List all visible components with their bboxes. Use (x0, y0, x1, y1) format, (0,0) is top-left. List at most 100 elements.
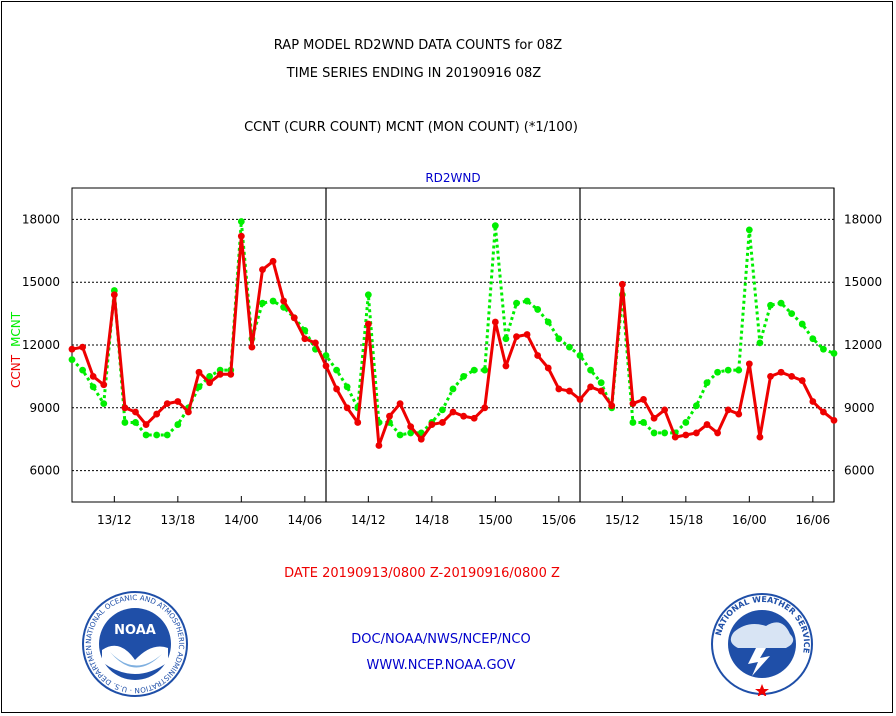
point-mcnt (661, 429, 669, 437)
y-axis-label-ccnt: CCNT (9, 354, 23, 388)
point-mcnt (597, 379, 605, 387)
point-ccnt (587, 383, 594, 391)
x-tick-label: 13/18 (161, 513, 196, 527)
point-mcnt (798, 320, 806, 328)
nws-star-icon (755, 684, 769, 696)
point-mcnt (693, 402, 700, 410)
point-ccnt (407, 423, 415, 431)
point-mcnt (439, 406, 446, 414)
point-mcnt (534, 306, 542, 313)
point-ccnt (364, 320, 372, 328)
point-ccnt (68, 345, 76, 353)
point-ccnt (682, 431, 690, 439)
point-ccnt (640, 396, 647, 403)
y-tick-label-right: 15000 (844, 275, 882, 289)
y-tick-label-right: 9000 (844, 401, 875, 415)
x-tick-label: 15/00 (478, 513, 513, 527)
point-mcnt (566, 343, 573, 351)
point-ccnt (110, 291, 118, 299)
point-ccnt (671, 433, 679, 441)
point-mcnt (470, 366, 478, 374)
point-mcnt (206, 373, 213, 380)
point-mcnt (79, 366, 86, 374)
point-ccnt (566, 387, 573, 395)
point-ccnt (502, 362, 510, 370)
point-ccnt (460, 412, 467, 420)
point-ccnt (703, 421, 711, 428)
x-tick-label: 14/12 (351, 513, 386, 527)
nws-logo: NATIONAL WEATHER SERVICE (711, 593, 813, 696)
point-ccnt (491, 318, 499, 326)
point-mcnt (237, 218, 245, 225)
point-ccnt (608, 402, 616, 410)
point-ccnt (343, 404, 351, 412)
noaa-seagull-icon (102, 645, 168, 674)
y-tick-label-left: 9000 (29, 401, 60, 415)
point-mcnt (460, 373, 467, 380)
point-ccnt (470, 414, 478, 422)
point-mcnt (767, 301, 774, 309)
point-ccnt (767, 373, 774, 380)
point-ccnt (597, 387, 605, 395)
point-ccnt (756, 433, 764, 441)
point-ccnt (576, 396, 584, 403)
chart-area: 6000 6000 9000 9000 12000 12000 15000 15000 1800… (9, 171, 882, 527)
x-tick-label: 14/18 (415, 513, 450, 527)
point-mcnt (343, 383, 351, 391)
point-ccnt (788, 373, 796, 380)
point-ccnt (428, 421, 436, 428)
point-mcnt (714, 368, 721, 376)
point-ccnt (449, 408, 457, 416)
point-ccnt (79, 343, 86, 351)
point-ccnt (481, 404, 489, 412)
point-ccnt (439, 419, 446, 426)
point-mcnt (132, 419, 139, 426)
y-tick-label-right: 6000 (844, 464, 875, 478)
point-mcnt (269, 297, 277, 305)
y-tick-label-left: 6000 (29, 464, 60, 478)
point-mcnt (153, 431, 161, 439)
point-mcnt (121, 419, 129, 426)
point-mcnt (629, 419, 637, 426)
point-ccnt (174, 398, 182, 405)
x-tick-label: 15/12 (605, 513, 640, 527)
point-ccnt (121, 404, 129, 412)
point-ccnt (724, 406, 732, 414)
point-mcnt (555, 335, 563, 343)
point-ccnt (375, 442, 383, 449)
y-tick-label-right: 12000 (844, 338, 882, 352)
point-ccnt (322, 362, 330, 370)
noaa-logo: NATIONAL OCEANIC AND ATMOSPHERIC ADMINIS… (80, 590, 188, 697)
point-ccnt (354, 419, 362, 426)
plot-title: RD2WND (425, 171, 480, 185)
y-tick-label-right: 18000 (844, 212, 882, 226)
point-ccnt (777, 368, 785, 376)
point-ccnt (227, 370, 235, 378)
point-mcnt (650, 429, 658, 437)
point-ccnt (301, 335, 309, 343)
point-ccnt (259, 266, 266, 274)
x-tick-label: 14/00 (224, 513, 259, 527)
point-ccnt (693, 429, 700, 437)
point-ccnt (396, 400, 404, 408)
nws-lightning-icon (748, 648, 770, 676)
point-mcnt (481, 366, 489, 374)
point-mcnt (407, 429, 415, 437)
point-mcnt (195, 383, 203, 391)
point-mcnt (777, 299, 785, 307)
x-tick-label: 14/06 (288, 513, 323, 527)
point-ccnt (820, 408, 827, 416)
point-ccnt (142, 421, 150, 428)
point-mcnt (682, 419, 690, 426)
y-tick-label-left: 18000 (22, 212, 60, 226)
point-ccnt (195, 368, 203, 376)
point-mcnt (364, 291, 372, 299)
point-mcnt (788, 310, 796, 317)
point-mcnt (396, 431, 404, 439)
point-mcnt (830, 349, 838, 357)
point-mcnt (640, 419, 647, 426)
point-ccnt (153, 410, 161, 418)
point-ccnt (206, 379, 213, 387)
point-mcnt (703, 379, 711, 387)
point-ccnt (714, 429, 721, 437)
